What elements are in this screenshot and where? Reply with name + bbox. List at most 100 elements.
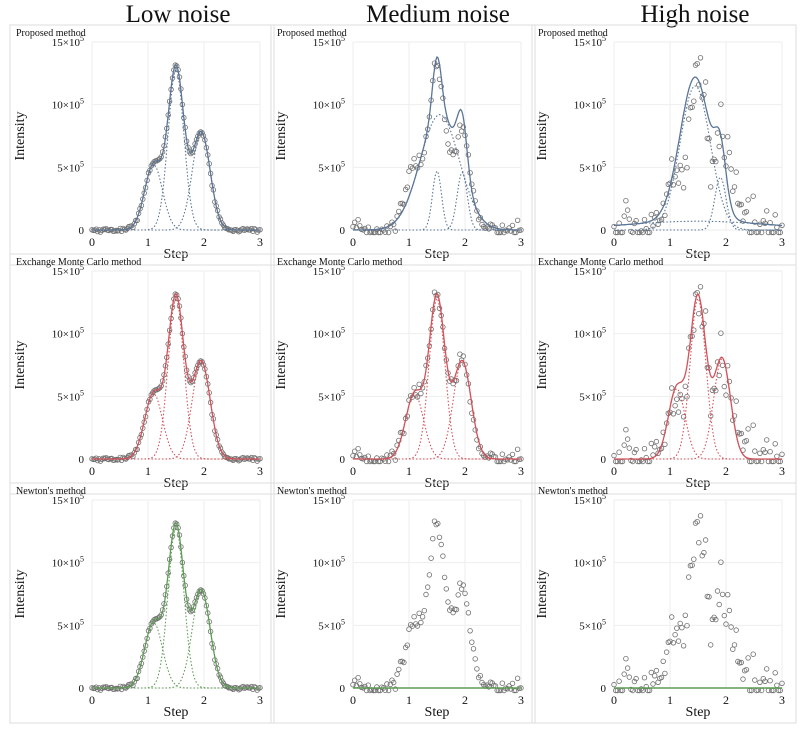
y-axis-label: Intensity [274,112,289,161]
data-point [406,397,412,403]
fit-component-2 [92,68,260,231]
data-point [611,223,617,230]
data-point [611,681,617,688]
fit-component-1 [614,85,782,231]
data-point [131,679,138,685]
data-point [752,448,758,454]
data-point [697,513,704,519]
data-point [499,222,505,228]
data-point [638,228,644,234]
data-point [675,638,682,644]
x-tick-label: 3 [518,235,524,249]
y-tick-label: 0 [601,683,607,695]
y-tick-label: 10×105 [313,97,345,112]
data-point [499,680,505,686]
data-point [391,679,397,686]
fit-total-curve [614,293,782,460]
data-point [767,449,773,455]
x-axis-label: Step [686,705,711,720]
data-point [197,358,204,364]
data-point [684,623,690,629]
x-tick-label: 3 [779,235,785,249]
y-tick-label: 15×105 [52,263,84,278]
x-tick-label: 3 [779,693,785,707]
data-point [660,658,666,664]
data-point [190,604,197,610]
data-point [618,229,624,236]
y-tick-label: 10×105 [52,555,84,570]
data-point [481,682,487,688]
data-point [680,185,687,191]
panel-frame [270,482,536,724]
data-point [675,409,682,415]
data-point [723,392,729,398]
data-point [616,449,622,455]
data-point [721,612,727,619]
data-point [509,222,516,229]
data-point [689,562,695,568]
fit-component-3 [353,172,521,231]
x-tick-label: 1 [406,235,412,249]
data-point [674,396,680,402]
data-point [508,457,514,463]
fit-component-1 [92,164,260,231]
data-point [648,440,654,447]
data-point [725,133,731,140]
panel-title: Newton's method [277,486,347,497]
panel-frame [270,24,536,266]
data-point [764,208,770,214]
observed-points [89,291,263,464]
data-point [453,148,460,155]
data-point [623,197,629,204]
y-tick-label: 15×105 [313,492,345,507]
data-point [404,184,410,190]
y-tick-label: 0 [340,683,346,695]
data-point [508,228,514,234]
x-tick-label: 1 [667,693,673,707]
data-point [190,146,197,152]
panel-frame [270,253,536,495]
panel-title: Proposed method [16,28,86,39]
data-point [623,427,629,433]
y-tick-label: 0 [601,225,607,237]
data-point [396,666,402,673]
data-point [686,116,692,122]
data-point [750,651,756,657]
data-point [650,681,656,687]
data-point [426,572,433,578]
data-point [701,549,707,556]
data-point [460,353,466,359]
fit-component-2 [353,170,521,231]
fit-component-3 [92,131,260,231]
y-axis-label: Intensity [13,341,28,390]
data-point [411,155,417,162]
data-point [702,537,709,543]
data-point [401,659,407,666]
data-point [774,453,780,459]
column-title-low-noise: Low noise [125,1,231,28]
column-title-high-noise: High noise [640,1,750,28]
data-point [616,678,622,684]
panel-medium-noise-proposed-method: Proposed method 0 5×105 10×105 15×105 0 1 2 3… [270,24,536,266]
data-point [355,675,361,681]
data-point [662,670,668,677]
y-tick-label: 5×105 [579,388,606,403]
fit-component-1 [92,622,260,689]
data-point [633,675,639,682]
fit-total-curve [92,63,260,231]
data-point [611,452,617,459]
data-point [193,136,200,143]
data-point [713,387,719,394]
data-point [745,197,751,203]
data-point [621,213,627,219]
data-point [679,166,685,173]
data-point [716,372,722,379]
fit-component-2 [92,526,260,689]
y-tick-label: 10×105 [313,326,345,341]
x-tick-label: 0 [350,235,356,249]
data-point [680,414,687,420]
data-point [470,646,477,652]
data-point [762,678,768,684]
y-axis-label: Intensity [13,112,28,161]
data-point [779,680,785,686]
